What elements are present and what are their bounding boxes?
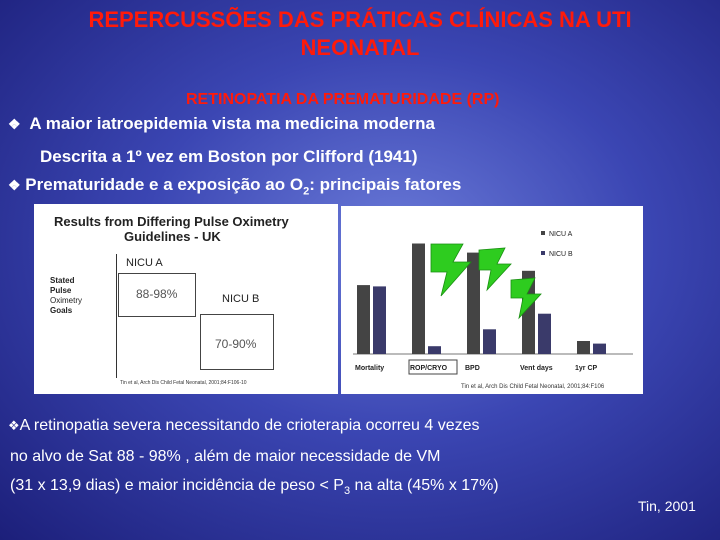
side-label-line: Oximetry <box>50 296 82 305</box>
paragraph-line-1: ❖A retinopatia severa necessitando de cr… <box>8 416 479 436</box>
legend-swatch <box>541 251 545 255</box>
x-tick-label: Mortality <box>355 365 384 372</box>
slide-title: REPERCUSSÕES DAS PRÁTICAS CLÍNICAS NA UT… <box>0 6 720 62</box>
paragraph-line-3-post: na alta (45% x 17%) <box>350 477 499 494</box>
highlight-box <box>408 359 458 375</box>
bar-nicu-a <box>412 243 425 354</box>
diamond-bullet-icon: ❖ <box>8 116 21 132</box>
bar-nicu-b <box>428 346 441 354</box>
nicu-a-label: NICU A <box>126 257 163 269</box>
bullet-1-line-2: Descrita a 1º vez em Boston por Clifford… <box>40 147 418 166</box>
figure-left-title: Results from Differing Pulse Oximetry Gu… <box>54 214 289 244</box>
chart-source: Tin et al, Arch Dis Child Fetal Neonatal… <box>461 384 605 390</box>
figure-left-citation: Tin et al, Arch Dis Child Fetal Neonatal… <box>120 380 247 386</box>
x-tick-label: BPD <box>465 365 480 372</box>
paragraph-line-3: (31 x 13,9 dias) e maior incidência de p… <box>10 476 499 501</box>
nicu-a-range-box: 88-98% <box>118 273 196 317</box>
bullet-1: ❖ A maior iatroepidemia vista ma medicin… <box>8 114 435 134</box>
side-label-line: Pulse <box>50 286 72 295</box>
diamond-bullet-icon: ❖ <box>8 177 21 193</box>
side-label-line: Goals <box>50 306 73 315</box>
diamond-bullet-icon: ❖ <box>8 418 20 433</box>
nicu-b-range: 70-90% <box>215 337 257 351</box>
bar-chart-svg: Mortality ROP/CRYO BPD Vent days 1yr CP NICU… <box>353 231 633 390</box>
paragraph-line-1-text: A retinopatia severa necessitando de cri… <box>19 417 480 434</box>
legend-label: NICU A <box>549 231 573 238</box>
nicu-b-range-box: 70-90% <box>200 314 274 370</box>
title-line-2: NEONATAL <box>300 35 420 60</box>
bar-nicu-b <box>373 286 386 354</box>
bar-nicu-a <box>467 252 480 354</box>
bullet-1-text: A maior iatroepidemia vista ma medicina … <box>29 114 436 133</box>
lightning-arrow-icon <box>430 243 472 297</box>
slide-subtitle: RETINOPATIA DA PREMATURIDADE (RP) <box>186 91 500 108</box>
outcomes-bar-chart: Mortality ROP/CRYO BPD Vent days 1yr CP NICU… <box>341 206 643 394</box>
x-tick-label: 1yr CP <box>575 365 598 372</box>
x-tick-label: Vent days <box>520 365 553 372</box>
nicu-a-range: 88-98% <box>136 287 178 301</box>
stated-goals-label: Stated Pulse Oximetry Goals <box>50 276 82 316</box>
legend-swatch <box>541 231 545 235</box>
bullet-2-text-pre: Prematuridade e a exposição ao O <box>25 175 304 194</box>
lightning-arrow-icon <box>478 247 512 292</box>
bar-nicu-b <box>483 329 496 354</box>
figure-left-title-line-2: Guidelines - UK <box>124 229 221 244</box>
x-tick-label: ROP/CRYO <box>410 365 448 372</box>
title-line-1: REPERCUSSÕES DAS PRÁTICAS CLÍNICAS NA UT… <box>88 7 632 32</box>
bar-nicu-a <box>357 285 370 354</box>
source-citation: Tin, 2001 <box>638 498 696 514</box>
bullet-2-text-post: : principais fatores <box>309 175 462 194</box>
oximetry-goals-figure: Results from Differing Pulse Oximetry Gu… <box>34 204 338 394</box>
paragraph-line-3-subscript: 3 <box>343 485 351 498</box>
bar-nicu-a <box>577 341 590 354</box>
bar-nicu-b <box>538 313 551 354</box>
paragraph-line-3-pre: (31 x 13,9 dias) e maior incidência de p… <box>10 477 344 494</box>
paragraph-line-2: no alvo de Sat 88 - 98% , além de maior … <box>10 448 441 465</box>
nicu-b-label: NICU B <box>222 293 260 305</box>
side-label-line: Stated <box>50 276 75 285</box>
bullet-2-subscript: 2 <box>303 185 310 198</box>
figure-left-title-line-1: Results from Differing Pulse Oximetry <box>54 214 289 229</box>
vertical-arrow-line <box>116 254 117 378</box>
bullet-2: ❖ Prematuridade e a exposição ao O2: pri… <box>8 175 461 197</box>
lightning-arrow-icon <box>510 277 542 320</box>
legend-label: NICU B <box>549 251 573 258</box>
bar-nicu-b <box>593 343 606 354</box>
